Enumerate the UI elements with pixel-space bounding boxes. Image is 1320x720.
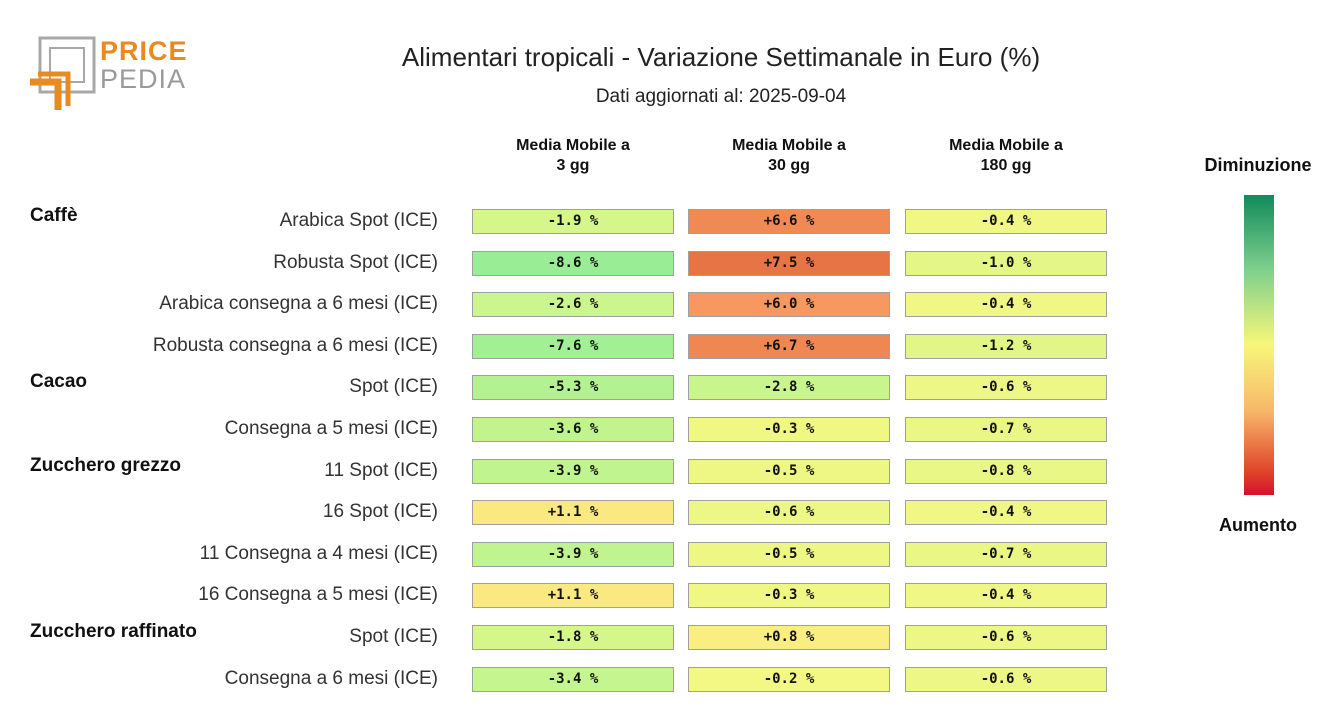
heatmap-cell: +1.1 % <box>472 500 674 526</box>
heatmap-cell: +6.6 % <box>688 209 890 234</box>
heatmap-cell: -3.9 % <box>472 458 674 484</box>
heatmap-cell: -0.6 % <box>905 666 1107 692</box>
row-label: Consegna a 5 mesi (ICE) <box>224 418 438 439</box>
row-label: 11 Spot (ICE) <box>324 459 438 481</box>
group-label: Cacao <box>30 371 88 393</box>
heatmap-cell: -1.2 % <box>905 333 1107 359</box>
heatmap-cell: +6.7 % <box>688 333 890 359</box>
heatmap-cell: -0.2 % <box>688 666 890 692</box>
chart-subtitle: Dati aggiornati al: 2025-09-04 <box>595 86 847 107</box>
row-label: Spot (ICE) <box>349 376 438 398</box>
logo-mark <box>30 36 96 110</box>
logo-text-price: PRICE <box>100 36 188 66</box>
heatmap-cell: +6.0 % <box>688 292 890 318</box>
color-scale-bar <box>1244 195 1274 495</box>
heatmap-cell: -0.6 % <box>905 375 1107 401</box>
heatmap-cell: -1.9 % <box>472 209 674 234</box>
heatmap-cell: -1.0 % <box>905 250 1107 276</box>
heatmap-cell: -0.6 % <box>905 625 1107 650</box>
heatmap-cell: -3.6 % <box>472 417 674 442</box>
column-header: Media Mobile a 30 gg <box>732 137 846 174</box>
heatmap-cell: -0.5 % <box>688 541 890 567</box>
legend-bottom-label: Aumento <box>1219 515 1297 535</box>
row-label: Spot (ICE) <box>349 626 438 647</box>
row-label: 16 Spot (ICE) <box>322 501 438 523</box>
heatmap-cell: -0.4 % <box>905 500 1107 526</box>
heatmap-cell: -1.8 % <box>472 625 674 650</box>
logo-text-pedia: PEDIA <box>100 64 187 94</box>
heatmap-cell: -0.3 % <box>688 417 890 442</box>
column-header: Media Mobile a 180 gg <box>949 137 1063 174</box>
heatmap-cell: -0.3 % <box>688 583 890 609</box>
heatmap-cell: -8.6 % <box>472 250 674 276</box>
heatmap-cell: -3.9 % <box>472 541 674 567</box>
heatmap-cell: -0.4 % <box>905 209 1107 234</box>
row-label: Robusta Spot (ICE) <box>273 251 438 273</box>
heatmap-cell: -0.7 % <box>905 541 1107 567</box>
group-label: Zucchero raffinato <box>30 621 197 642</box>
heatmap-cell: -2.8 % <box>688 375 890 401</box>
chart-title: Alimentari tropicali - Variazione Settim… <box>401 42 1041 72</box>
heatmap-cell: +1.1 % <box>472 583 674 609</box>
heatmap-cell: +7.5 % <box>688 250 890 276</box>
heatmap-cell: -3.4 % <box>472 666 674 692</box>
row-label: Arabica consegna a 6 mesi (ICE) <box>159 293 438 315</box>
group-label: Caffè <box>30 205 78 226</box>
pricepedia-logo: PRICE PEDIA <box>28 36 188 112</box>
group-label: Zucchero grezzo <box>30 454 181 476</box>
heatmap-cell: -7.6 % <box>472 333 674 359</box>
heatmap-cell: -0.4 % <box>905 583 1107 609</box>
heatmap-cell: -0.4 % <box>905 292 1107 318</box>
heatmap-cell: +0.8 % <box>688 625 890 650</box>
row-label: 11 Consegna a 4 mesi (ICE) <box>199 542 438 564</box>
legend-top-label: Diminuzione <box>1204 155 1312 175</box>
heatmap-cell: -0.6 % <box>688 500 890 526</box>
heatmap-cell: -0.5 % <box>688 458 890 484</box>
row-label: 16 Consegna a 5 mesi (ICE) <box>198 584 438 606</box>
heatmap-cell: -0.7 % <box>905 417 1107 442</box>
heatmap-cell: -0.8 % <box>905 458 1107 484</box>
row-label: Arabica Spot (ICE) <box>279 210 438 231</box>
heatmap-cell: -5.3 % <box>472 375 674 401</box>
row-label: Robusta consegna a 6 mesi (ICE) <box>152 334 438 356</box>
row-label: Consegna a 6 mesi (ICE) <box>224 667 438 689</box>
heatmap-cell: -2.6 % <box>472 292 674 318</box>
